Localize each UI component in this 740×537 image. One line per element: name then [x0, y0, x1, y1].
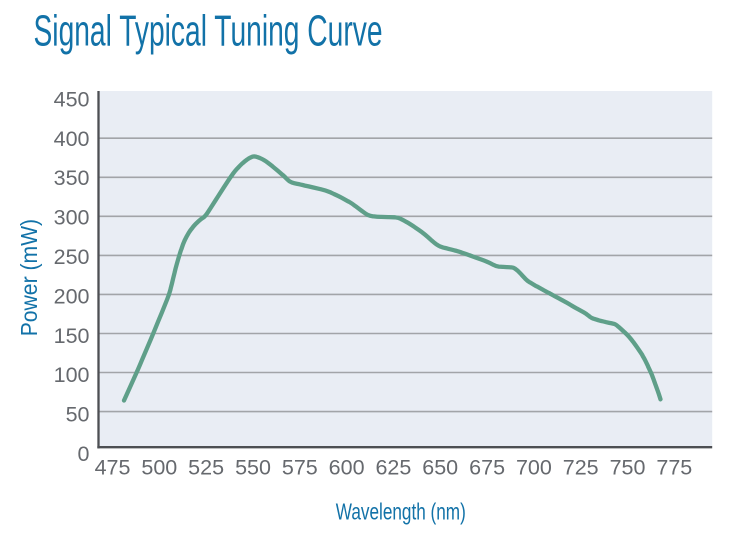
svg-text:625: 625 [375, 456, 411, 480]
svg-text:450: 450 [54, 87, 90, 111]
svg-text:Signal Typical Tuning Curve: Signal Typical Tuning Curve [34, 7, 383, 56]
svg-text:750: 750 [610, 456, 646, 480]
svg-text:775: 775 [656, 456, 692, 480]
svg-text:200: 200 [54, 284, 90, 308]
svg-text:550: 550 [235, 456, 271, 480]
svg-text:250: 250 [54, 245, 90, 269]
svg-text:350: 350 [54, 166, 90, 190]
svg-text:725: 725 [563, 456, 599, 480]
svg-text:400: 400 [54, 127, 90, 151]
svg-text:475: 475 [95, 456, 131, 480]
svg-text:650: 650 [422, 456, 458, 480]
svg-text:675: 675 [469, 456, 505, 480]
svg-text:575: 575 [282, 456, 318, 480]
svg-text:0: 0 [78, 442, 90, 466]
svg-text:525: 525 [188, 456, 224, 480]
svg-text:Wavelength (nm): Wavelength (nm) [336, 498, 466, 524]
svg-text:150: 150 [54, 324, 90, 348]
svg-text:300: 300 [54, 206, 90, 230]
svg-text:Power (mW): Power (mW) [16, 219, 42, 336]
svg-text:600: 600 [329, 456, 365, 480]
svg-text:500: 500 [141, 456, 177, 480]
svg-text:50: 50 [66, 403, 90, 427]
svg-text:700: 700 [516, 456, 552, 480]
svg-text:100: 100 [54, 363, 90, 387]
